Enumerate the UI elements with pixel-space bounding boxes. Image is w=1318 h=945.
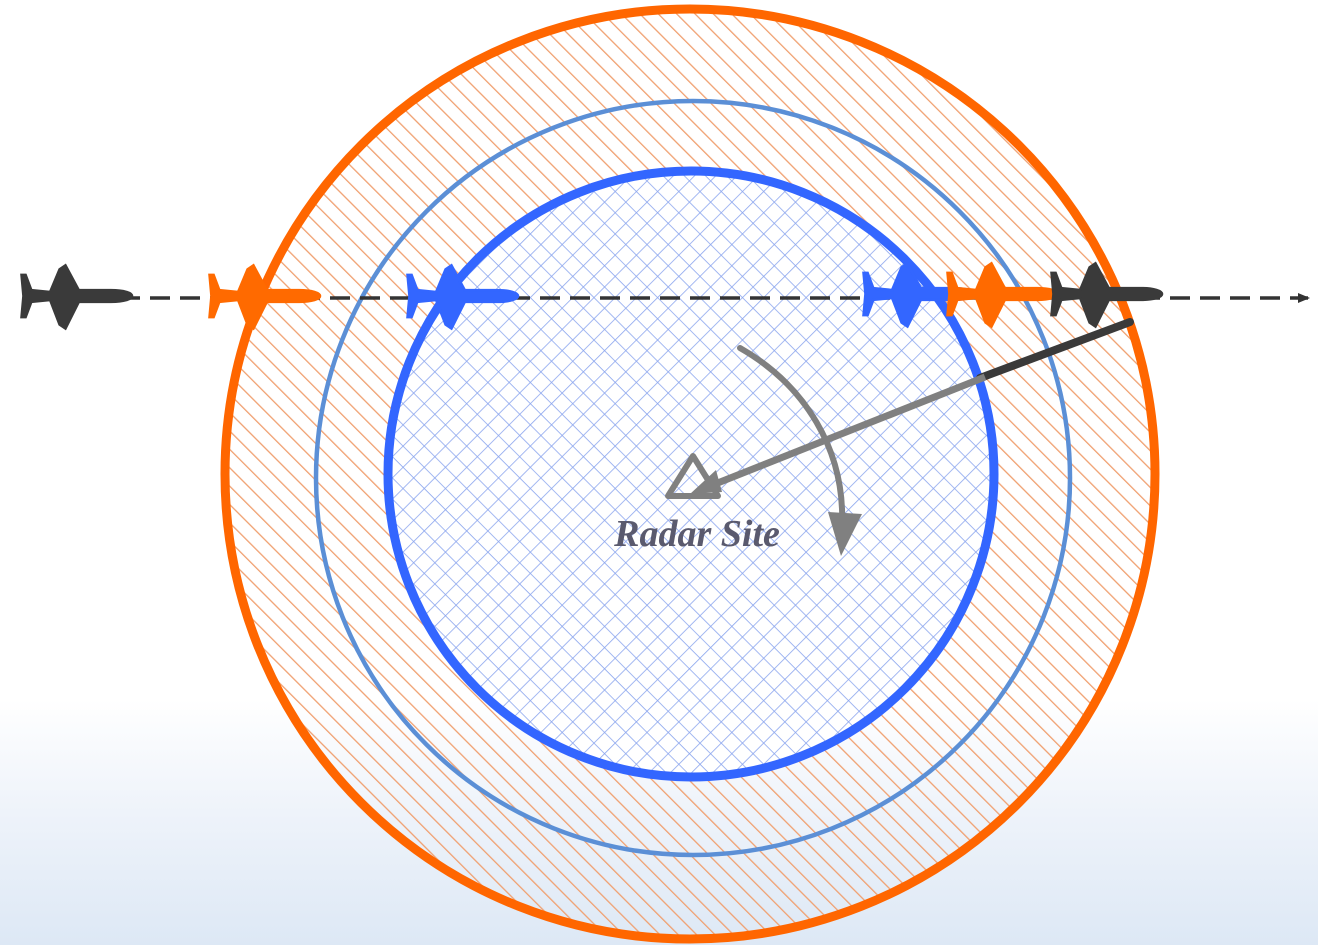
radar-site-label: Radar Site [613, 513, 780, 555]
outer-coverage-ring [220, 4, 1160, 944]
radar-beam-inner [698, 373, 987, 494]
inner-coverage-ring [383, 166, 999, 782]
airplane-icon [20, 264, 134, 330]
radar-beam-outer [976, 318, 1134, 382]
triangle-icon [665, 453, 721, 499]
inner-coverage-hatch [388, 171, 994, 777]
curved-arrow-icon [828, 512, 862, 556]
rotation-arc [737, 345, 846, 528]
middle-coverage-ring [313, 98, 1073, 858]
